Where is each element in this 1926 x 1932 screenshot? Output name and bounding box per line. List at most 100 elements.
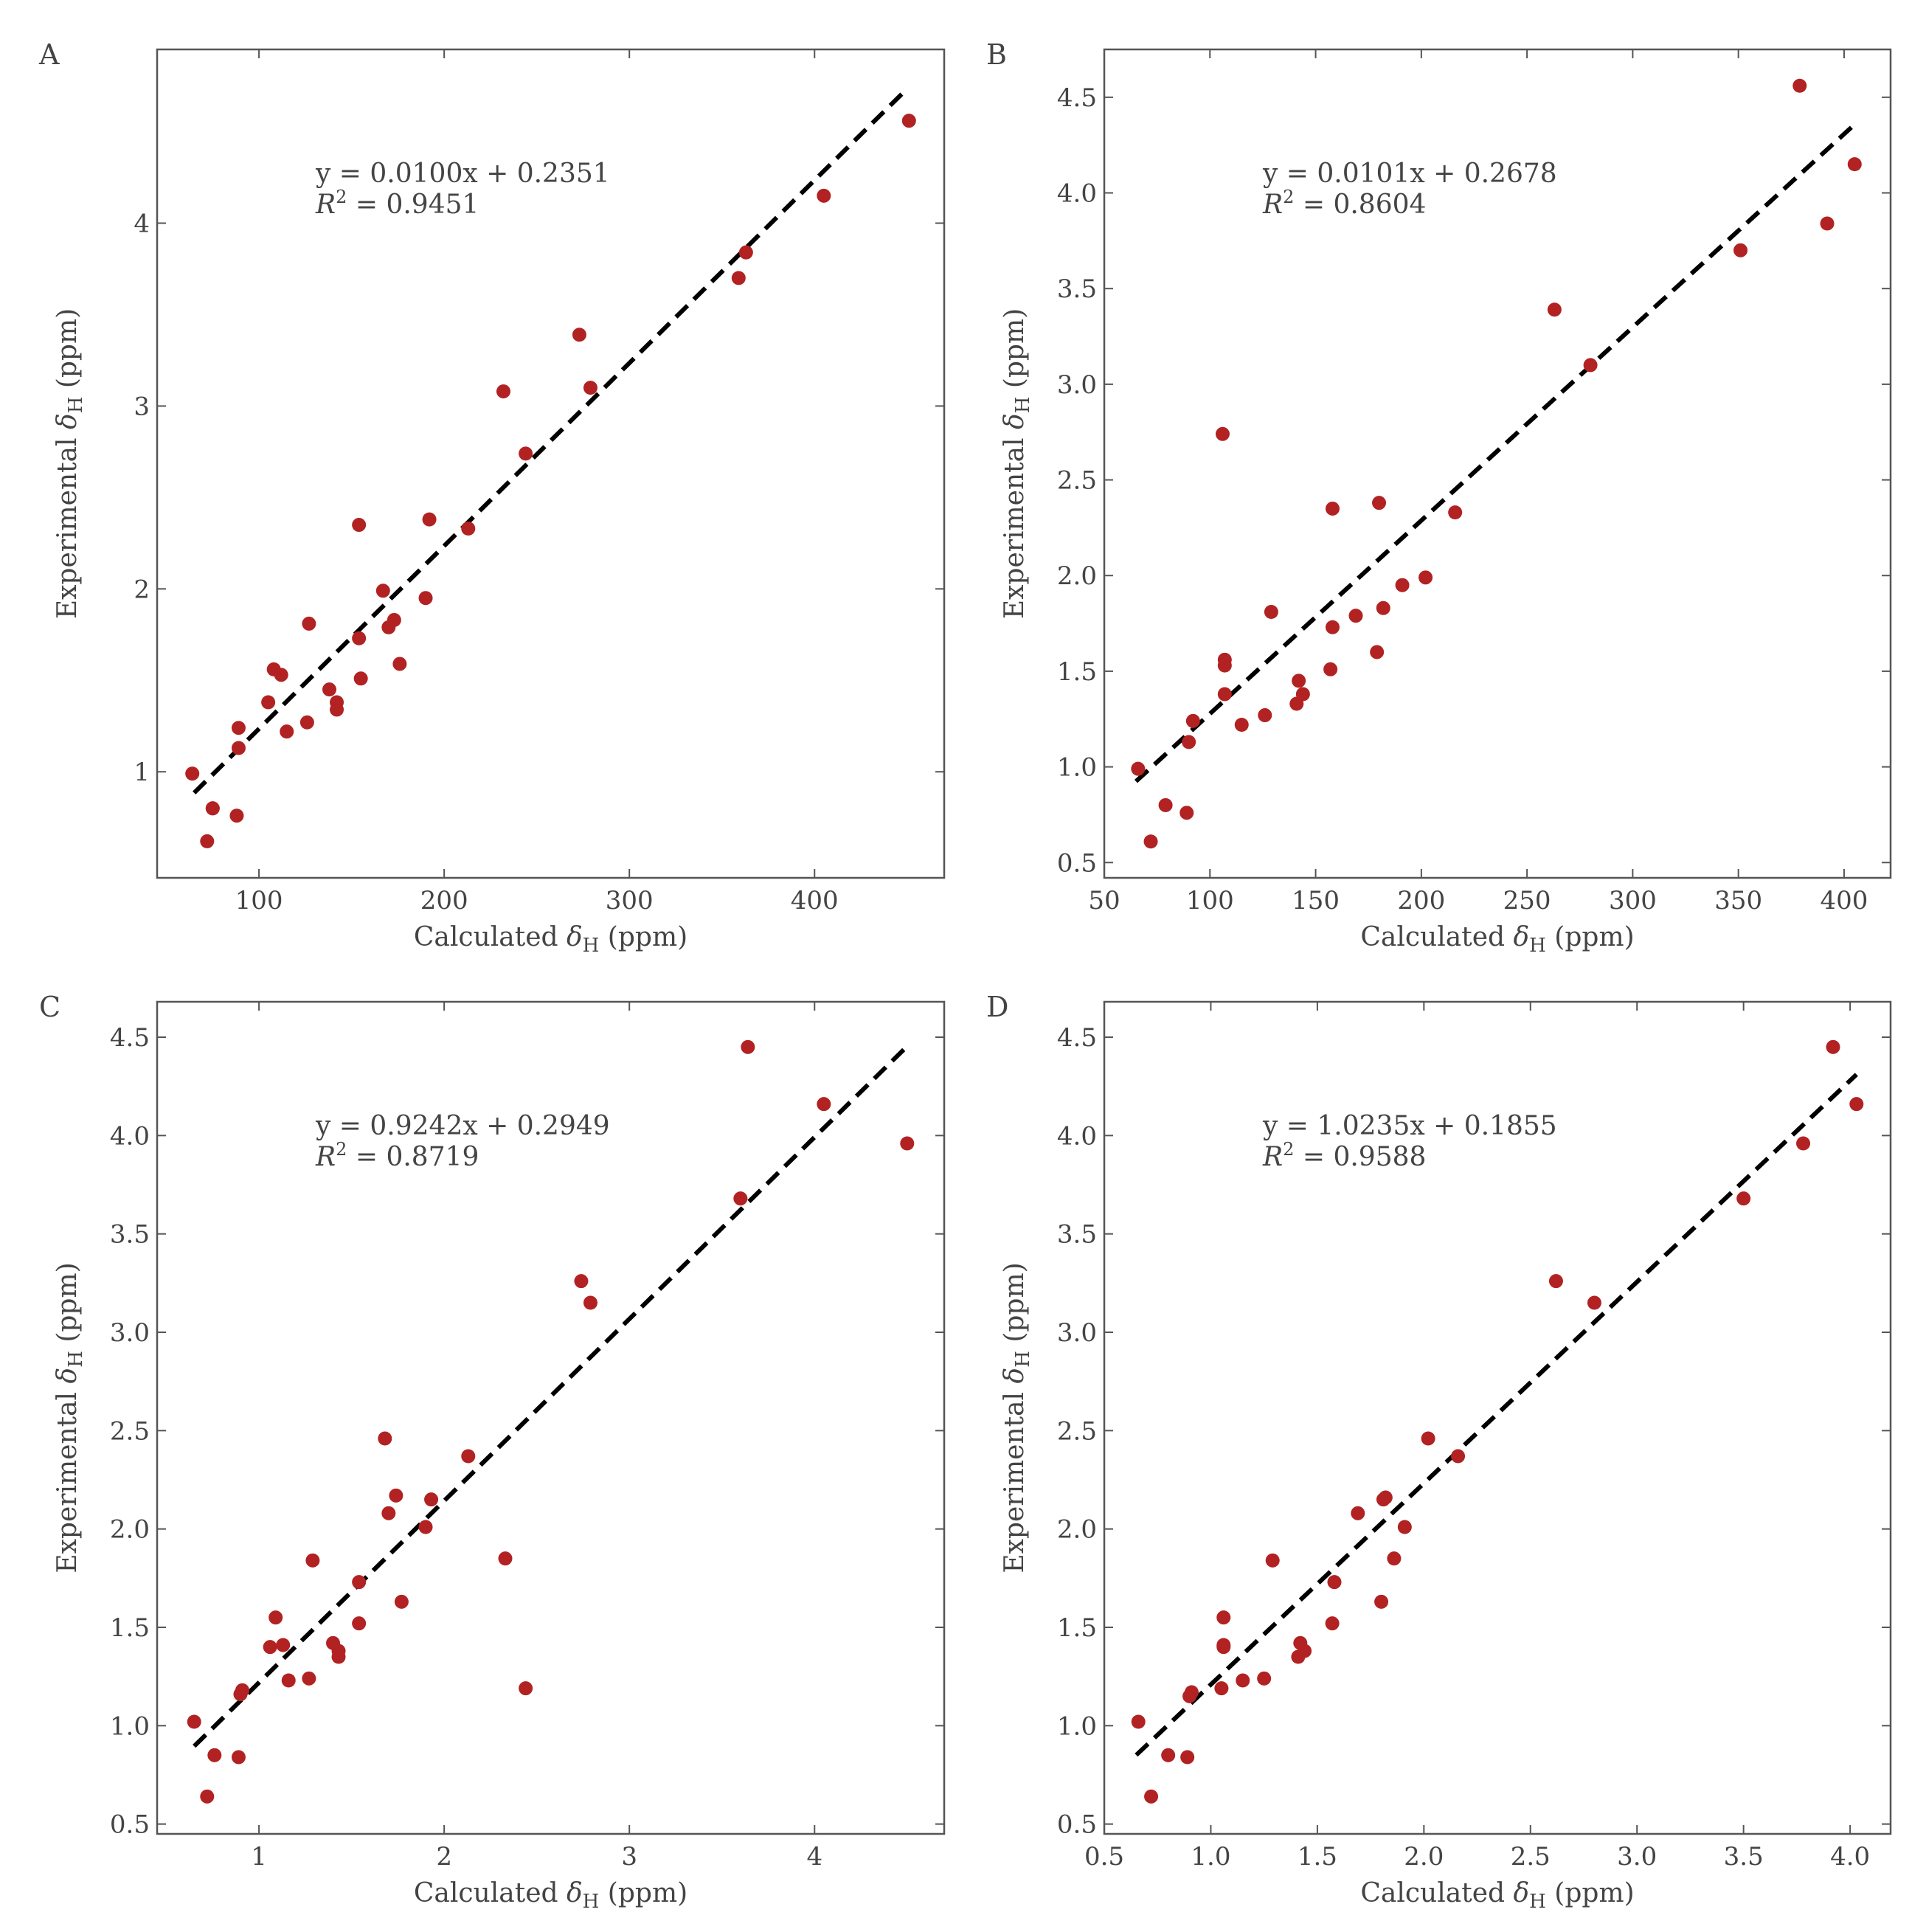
chart-a-data-point [496, 384, 510, 399]
chart-b-data-point [1370, 645, 1385, 659]
chart-a-data-point [422, 512, 437, 527]
chart-c-data-point [519, 1681, 533, 1696]
chart-b-data-point [1348, 609, 1363, 623]
chart-c-data-point [461, 1449, 476, 1464]
x-label-unit: (ppm) [1546, 1878, 1635, 1908]
x-label-symbol: δ [1513, 922, 1529, 952]
chart-b-y-tick-label: 1.5 [1057, 657, 1097, 687]
chart-a-data-point [392, 657, 407, 671]
chart-d-data-point [1826, 1039, 1840, 1054]
y-label-prefix: Experimental [1000, 1383, 1030, 1573]
chart-b-data-point [1185, 713, 1200, 728]
r2-symbol: R [315, 1142, 336, 1172]
chart-a-data-point [901, 114, 916, 128]
chart-b-data-point [1847, 157, 1862, 172]
chart-c-y-tick-label: 3.0 [110, 1318, 150, 1348]
chart-d-y-tick-label: 2.0 [1057, 1515, 1097, 1545]
chart-a-y-tick-label: 2 [134, 575, 150, 604]
chart-a-data-point [280, 724, 294, 739]
chart-b-data-point [1158, 797, 1173, 812]
chart-c-x-tick-label: 4 [806, 1842, 822, 1872]
chart-d-data-point [1849, 1097, 1864, 1112]
chart-d-x-axis-label: Calculated δH (ppm) [1360, 1878, 1634, 1913]
chart-c-x-axis-label: Calculated δH (ppm) [414, 1878, 687, 1913]
x-label-subscript: H [583, 1891, 600, 1913]
chart-a-data-point [231, 741, 246, 755]
chart-c-data-point [231, 1750, 246, 1765]
chart-b-x-tick-label: 50 [1088, 886, 1120, 915]
chart-c-data-point [281, 1673, 296, 1688]
chart-b-data-point [1179, 806, 1194, 820]
chart-b-data-point [1372, 496, 1387, 510]
chart-d-data-point [1548, 1274, 1563, 1289]
chart-d-x-tick-label: 3.5 [1724, 1842, 1764, 1872]
chart-b-y-tick-label: 0.5 [1057, 848, 1097, 878]
chart-d-panel-letter: D [986, 991, 1008, 1023]
chart-d-y-tick-label: 3.0 [1057, 1318, 1097, 1348]
chart-a-plot-frame [156, 48, 946, 879]
chart-a-data-point [731, 271, 746, 285]
chart-d-data-point [1257, 1671, 1272, 1686]
chart-c-data-point [574, 1274, 589, 1289]
chart-c-fit-line [193, 1045, 909, 1748]
chart-b-data-point [1258, 708, 1272, 723]
chart-b-data-point [1234, 718, 1249, 733]
chart-c-data-point [389, 1488, 403, 1503]
chart-a-data-point [461, 522, 476, 536]
chart-a-x-axis-label: Calculated δH (ppm) [414, 922, 687, 957]
chart-c-y-tick-label: 2.0 [110, 1515, 150, 1545]
chart-b-data-point [1217, 687, 1232, 702]
chart-b-data-point [1418, 570, 1433, 585]
x-label-prefix: Calculated [1360, 1878, 1513, 1908]
chart-c-data-point [583, 1295, 597, 1310]
y-label-unit: (ppm) [1000, 308, 1030, 397]
chart-a-panel-letter: A [38, 38, 60, 71]
y-label-symbol: δ [1000, 413, 1030, 429]
chart-c-data-point [733, 1191, 748, 1206]
chart-d-data-point [1451, 1449, 1466, 1464]
chart-d-x-tick-label: 4.0 [1830, 1842, 1870, 1872]
chart-d-data-point [1327, 1575, 1342, 1590]
chart-a-data-point [274, 668, 288, 682]
chart-d-data-point [1374, 1594, 1389, 1609]
r2-symbol: R [1262, 1142, 1283, 1172]
chart-a-data-point [322, 682, 336, 697]
chart-c-data-point [498, 1551, 513, 1566]
y-label-prefix: Experimental [1000, 429, 1030, 619]
chart-d-data-point [1587, 1295, 1601, 1310]
chart-b-y-tick-label: 3.5 [1057, 274, 1097, 304]
r2-symbol: R [315, 190, 336, 220]
chart-b-data-point [1217, 658, 1232, 673]
y-label-unit: (ppm) [52, 1262, 83, 1351]
chart-d-data-point [1131, 1714, 1146, 1729]
r2-value: = 0.8604 [1294, 190, 1426, 220]
chart-a-data-point [353, 671, 368, 686]
chart-d-x-tick-label: 1.5 [1298, 1842, 1337, 1872]
chart-d-data-point [1325, 1616, 1340, 1631]
chart-d-y-tick-label: 3.5 [1057, 1220, 1097, 1250]
chart-b-data-point [1583, 358, 1598, 373]
chart-a-data-point [330, 702, 344, 717]
x-label-symbol: δ [567, 1878, 583, 1908]
chart-b-x-tick-label: 250 [1503, 886, 1551, 915]
x-label-symbol: δ [567, 922, 583, 952]
x-label-prefix: Calculated [1360, 922, 1513, 952]
chart-d-data-point [1736, 1191, 1751, 1206]
chart-c-data-point [331, 1649, 346, 1664]
chart-a-data-point [299, 715, 314, 730]
chart-d-data-point [1180, 1750, 1195, 1765]
chart-a-data-point [229, 809, 244, 823]
chart-d-plot-frame [1103, 1000, 1892, 1835]
x-label-unit: (ppm) [1546, 922, 1635, 952]
chart-c-data-point [269, 1610, 283, 1625]
chart-c-data-point [424, 1492, 439, 1507]
r2-superscript: 2 [336, 1139, 347, 1160]
chart-b-x-axis-label: Calculated δH (ppm) [1360, 922, 1634, 957]
chart-a-fit-line [193, 87, 909, 794]
chart-a-data-point [418, 591, 433, 606]
r2-superscript: 2 [336, 187, 347, 207]
chart-c-y-axis-label: Experimental δH (ppm) [52, 1262, 87, 1573]
x-label-subscript: H [1529, 1891, 1546, 1913]
chart-a-data-point [387, 612, 401, 627]
